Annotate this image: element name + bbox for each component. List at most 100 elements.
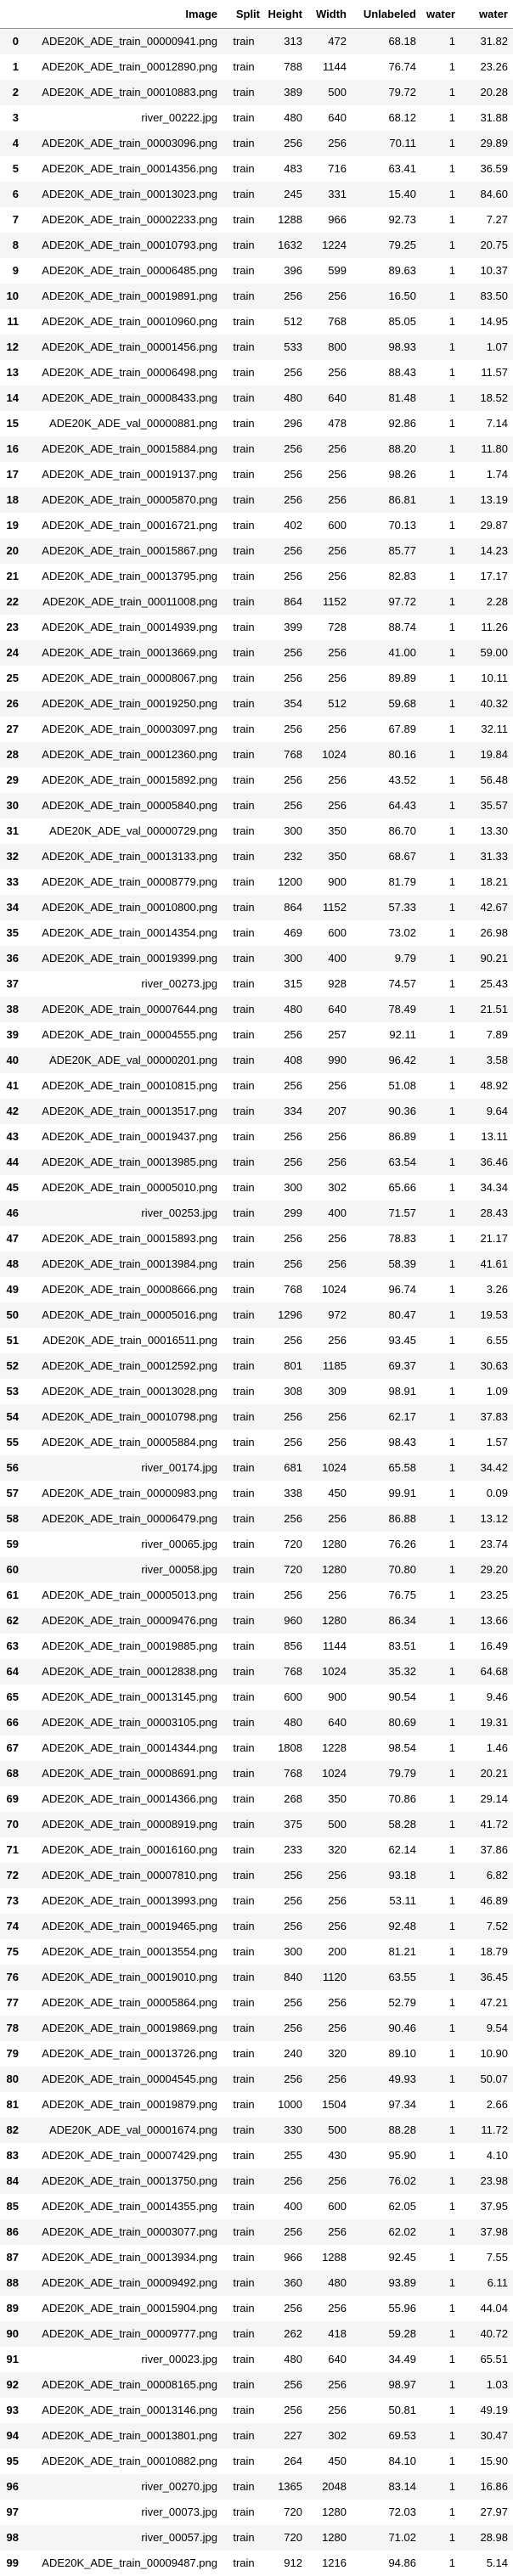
image-cell: ADE20K_ADE_train_00006479.png — [22, 1506, 223, 1532]
unlabeled-cell: 93.45 — [352, 1328, 421, 1353]
water-percent-cell: 0.09 — [460, 1481, 513, 1506]
split-cell: train — [223, 793, 265, 818]
unlabeled-cell: 86.81 — [352, 487, 421, 513]
unlabeled-cell: 99.91 — [352, 1481, 421, 1506]
unlabeled-cell: 80.47 — [352, 1302, 421, 1328]
image-cell: river_00065.jpg — [22, 1532, 223, 1557]
water-percent-cell: 90.21 — [460, 946, 513, 971]
height-cell: 256 — [265, 666, 307, 691]
unlabeled-cell: 98.54 — [352, 1735, 421, 1761]
width-cell: 256 — [307, 1073, 352, 1099]
image-cell: ADE20K_ADE_train_00009476.png — [22, 1608, 223, 1634]
height-cell: 338 — [265, 1481, 307, 1506]
column-header-unlabeled: Unlabeled — [352, 0, 421, 29]
height-cell: 681 — [265, 1455, 307, 1481]
width-cell: 256 — [307, 1863, 352, 1888]
unlabeled-cell: 68.12 — [352, 105, 421, 131]
water-percent-cell: 41.61 — [460, 1251, 513, 1277]
height-cell: 299 — [265, 1201, 307, 1226]
width-cell: 768 — [307, 309, 352, 335]
width-cell: 256 — [307, 2067, 352, 2092]
split-cell: train — [223, 997, 265, 1022]
unlabeled-cell: 68.18 — [352, 29, 421, 55]
unlabeled-cell: 81.21 — [352, 1939, 421, 1965]
split-cell: train — [223, 2296, 265, 2321]
image-cell: ADE20K_ADE_train_00008165.png — [22, 2372, 223, 2398]
water-id-cell: 1 — [421, 309, 460, 335]
image-cell: ADE20K_ADE_train_00016721.png — [22, 513, 223, 538]
split-cell: train — [223, 1302, 265, 1328]
split-cell: train — [223, 487, 265, 513]
water-id-cell: 1 — [421, 1990, 460, 2016]
water-percent-cell: 36.45 — [460, 1965, 513, 1990]
unlabeled-cell: 50.81 — [352, 2398, 421, 2423]
height-cell: 720 — [265, 1557, 307, 1583]
unlabeled-cell: 90.54 — [352, 1685, 421, 1710]
water-percent-cell: 19.53 — [460, 1302, 513, 1328]
height-cell: 256 — [265, 1506, 307, 1532]
image-cell: ADE20K_ADE_train_00013801.png — [22, 2423, 223, 2449]
water-percent-cell: 27.97 — [460, 2500, 513, 2525]
image-cell: ADE20K_ADE_train_00013795.png — [22, 564, 223, 589]
split-cell: train — [223, 105, 265, 131]
split-cell: train — [223, 2372, 265, 2398]
water-percent-cell: 21.17 — [460, 1226, 513, 1251]
unlabeled-cell: 62.17 — [352, 1404, 421, 1430]
height-cell: 840 — [265, 1965, 307, 1990]
split-cell: train — [223, 640, 265, 666]
height-cell: 308 — [265, 1379, 307, 1404]
height-cell: 256 — [265, 1990, 307, 2016]
water-percent-cell: 37.98 — [460, 2219, 513, 2245]
water-id-cell: 1 — [421, 1735, 460, 1761]
split-cell: train — [223, 1226, 265, 1251]
unlabeled-cell: 69.53 — [352, 2423, 421, 2449]
image-cell: ADE20K_ADE_train_00006485.png — [22, 258, 223, 284]
row-index: 18 — [0, 487, 22, 513]
image-cell: ADE20K_ADE_train_00016511.png — [22, 1328, 223, 1353]
water-id-cell: 1 — [421, 2143, 460, 2168]
water-id-cell: 1 — [421, 2067, 460, 2092]
image-cell: ADE20K_ADE_train_00013984.png — [22, 1251, 223, 1277]
width-cell: 928 — [307, 971, 352, 997]
row-index: 78 — [0, 2016, 22, 2041]
water-percent-cell: 36.46 — [460, 1150, 513, 1175]
width-cell: 1280 — [307, 2500, 352, 2525]
water-id-cell: 1 — [421, 487, 460, 513]
image-cell: ADE20K_ADE_train_00005870.png — [22, 487, 223, 513]
split-cell: train — [223, 1073, 265, 1099]
image-cell: ADE20K_ADE_train_00013726.png — [22, 2041, 223, 2067]
unlabeled-cell: 74.57 — [352, 971, 421, 997]
unlabeled-cell: 92.48 — [352, 1914, 421, 1939]
column-header-image: Image — [22, 0, 223, 29]
column-header-height: Height — [265, 0, 307, 29]
water-percent-cell: 3.26 — [460, 1277, 513, 1302]
image-cell: ADE20K_ADE_train_00015867.png — [22, 538, 223, 564]
row-index: 10 — [0, 284, 22, 309]
height-cell: 256 — [265, 2398, 307, 2423]
height-cell: 256 — [265, 2016, 307, 2041]
split-cell: train — [223, 411, 265, 436]
height-cell: 264 — [265, 2449, 307, 2474]
water-percent-cell: 29.87 — [460, 513, 513, 538]
height-cell: 256 — [265, 1251, 307, 1277]
split-cell: train — [223, 1608, 265, 1634]
height-cell: 768 — [265, 1659, 307, 1685]
width-cell: 418 — [307, 2321, 352, 2347]
height-cell: 245 — [265, 182, 307, 207]
split-cell: train — [223, 2474, 265, 2500]
water-percent-cell: 23.74 — [460, 1532, 513, 1557]
water-percent-cell: 37.86 — [460, 1837, 513, 1863]
height-cell: 768 — [265, 1277, 307, 1302]
height-cell: 396 — [265, 258, 307, 284]
